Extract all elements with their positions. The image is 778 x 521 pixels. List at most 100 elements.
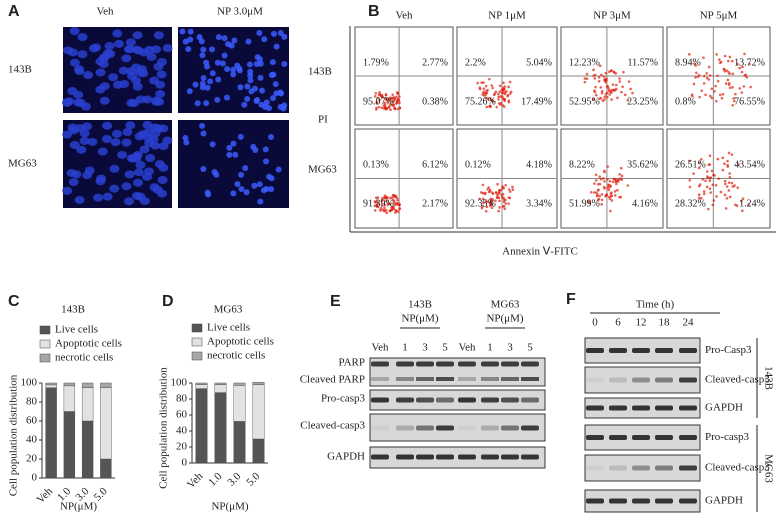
event xyxy=(621,85,624,89)
time-label: Time (h) xyxy=(636,299,675,311)
band xyxy=(632,377,650,383)
event xyxy=(728,172,731,175)
event xyxy=(731,86,734,89)
nucleus xyxy=(183,139,190,146)
event xyxy=(719,190,723,194)
band xyxy=(371,425,389,431)
event xyxy=(381,208,384,212)
event xyxy=(495,105,499,109)
event xyxy=(503,97,506,101)
nucleus xyxy=(226,151,233,158)
event xyxy=(501,95,504,99)
row-label: PARP xyxy=(338,357,365,369)
band xyxy=(632,435,650,440)
event xyxy=(395,196,399,200)
event xyxy=(376,96,380,100)
event xyxy=(698,161,701,165)
nucleus xyxy=(266,173,273,180)
nucleus xyxy=(76,145,87,154)
band xyxy=(396,397,414,403)
nucleus xyxy=(62,186,73,195)
event xyxy=(398,207,402,210)
nucleus xyxy=(243,189,250,196)
nucleus xyxy=(281,33,288,40)
row-label: Cleaved-casp3 xyxy=(300,420,365,432)
y-axis-label: Cell population distribution xyxy=(8,374,20,496)
event xyxy=(732,97,735,100)
nucleus xyxy=(226,144,233,151)
row-label: 143B xyxy=(8,64,32,76)
event xyxy=(396,107,400,111)
nucleus xyxy=(194,100,201,107)
event xyxy=(511,188,515,191)
event xyxy=(380,196,384,200)
event xyxy=(484,84,488,88)
event xyxy=(690,94,694,98)
row-label: GAPDH xyxy=(327,451,365,463)
band xyxy=(481,454,499,460)
event xyxy=(743,52,746,56)
event xyxy=(620,178,623,182)
quadrant-percent: 52.95% xyxy=(569,96,600,107)
event xyxy=(718,61,722,65)
nucleus xyxy=(230,140,237,147)
event xyxy=(608,93,611,96)
bar-segment xyxy=(252,382,265,385)
nucleus xyxy=(256,56,263,63)
nucleus xyxy=(132,31,143,40)
nucleus xyxy=(138,48,149,57)
event xyxy=(488,77,491,81)
nucleus xyxy=(156,57,167,66)
event xyxy=(501,205,505,208)
y-tick-label: 40 xyxy=(26,434,38,446)
band xyxy=(501,425,519,431)
band xyxy=(655,498,673,504)
nucleus xyxy=(238,185,245,192)
y-tick-label: 60 xyxy=(26,415,38,427)
nucleus xyxy=(213,171,220,178)
quadrant-percent: 11.57% xyxy=(628,57,658,68)
event xyxy=(614,87,618,91)
bar-segment xyxy=(81,387,94,422)
nucleus xyxy=(83,71,94,80)
nucleus xyxy=(269,59,276,66)
band xyxy=(609,498,627,504)
nucleus xyxy=(73,98,84,107)
nucleus xyxy=(200,165,207,172)
nucleus xyxy=(95,68,106,77)
event xyxy=(723,193,727,197)
band xyxy=(679,465,697,471)
nucleus xyxy=(145,153,156,162)
band xyxy=(586,348,604,353)
nucleus xyxy=(247,72,254,79)
event xyxy=(603,170,606,174)
legend-label: Live cells xyxy=(207,322,250,334)
nucleus xyxy=(149,183,160,192)
y-tick-label: 100 xyxy=(21,377,38,389)
event xyxy=(600,91,604,95)
group-unit: NP(μM) xyxy=(486,313,523,325)
event xyxy=(597,76,601,79)
column-label: NP 5μM xyxy=(700,10,738,22)
bar-segment xyxy=(81,420,94,479)
event xyxy=(708,154,712,158)
event xyxy=(478,86,482,90)
nucleus xyxy=(185,45,192,52)
event xyxy=(507,85,510,89)
band xyxy=(396,361,414,367)
event xyxy=(486,187,489,191)
nucleus xyxy=(79,136,90,145)
row-label: MG63 xyxy=(308,164,337,176)
quadrant-percent: 35.62% xyxy=(627,159,658,170)
event xyxy=(617,178,620,182)
legend-label: necrotic cells xyxy=(55,352,113,364)
event xyxy=(603,180,606,183)
event xyxy=(607,195,611,199)
event xyxy=(710,169,714,173)
lane-label: 24 xyxy=(683,317,695,329)
event xyxy=(734,92,737,96)
event xyxy=(731,185,735,188)
band xyxy=(501,361,519,367)
event xyxy=(615,182,618,186)
